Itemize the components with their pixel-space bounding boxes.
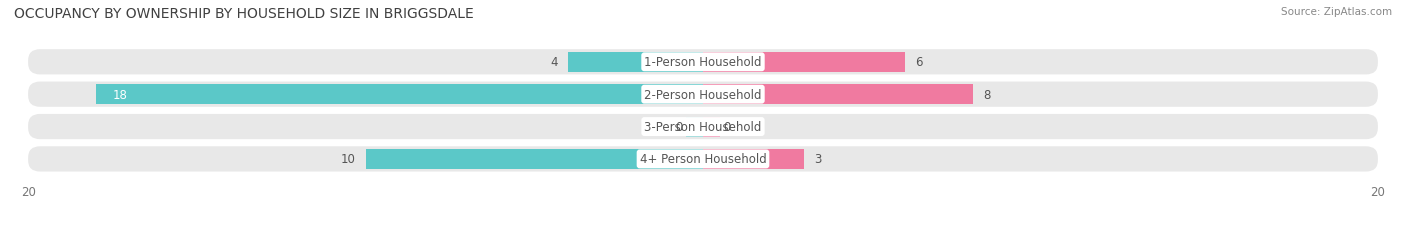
Text: 18: 18 (112, 88, 128, 101)
Text: 8: 8 (983, 88, 990, 101)
Bar (96, 85, 703, 105)
Text: 0: 0 (675, 121, 683, 134)
Bar (703, 117, 720, 137)
Text: 6: 6 (915, 56, 924, 69)
FancyBboxPatch shape (28, 82, 1378, 107)
FancyBboxPatch shape (28, 114, 1378, 140)
Text: 10: 10 (340, 153, 356, 166)
Text: 1-Person Household: 1-Person Household (644, 56, 762, 69)
Text: 4+ Person Household: 4+ Person Household (640, 153, 766, 166)
Bar (703, 85, 973, 105)
Text: 2-Person Household: 2-Person Household (644, 88, 762, 101)
Text: 0: 0 (723, 121, 731, 134)
Bar (366, 149, 703, 169)
Bar (686, 117, 703, 137)
Text: 3: 3 (814, 153, 821, 166)
Bar (703, 52, 905, 73)
Text: OCCUPANCY BY OWNERSHIP BY HOUSEHOLD SIZE IN BRIGGSDALE: OCCUPANCY BY OWNERSHIP BY HOUSEHOLD SIZE… (14, 7, 474, 21)
Bar (568, 52, 703, 73)
Bar (703, 149, 804, 169)
Text: 3-Person Household: 3-Person Household (644, 121, 762, 134)
FancyBboxPatch shape (28, 147, 1378, 172)
Text: Source: ZipAtlas.com: Source: ZipAtlas.com (1281, 7, 1392, 17)
Text: 4: 4 (550, 56, 558, 69)
FancyBboxPatch shape (28, 50, 1378, 75)
